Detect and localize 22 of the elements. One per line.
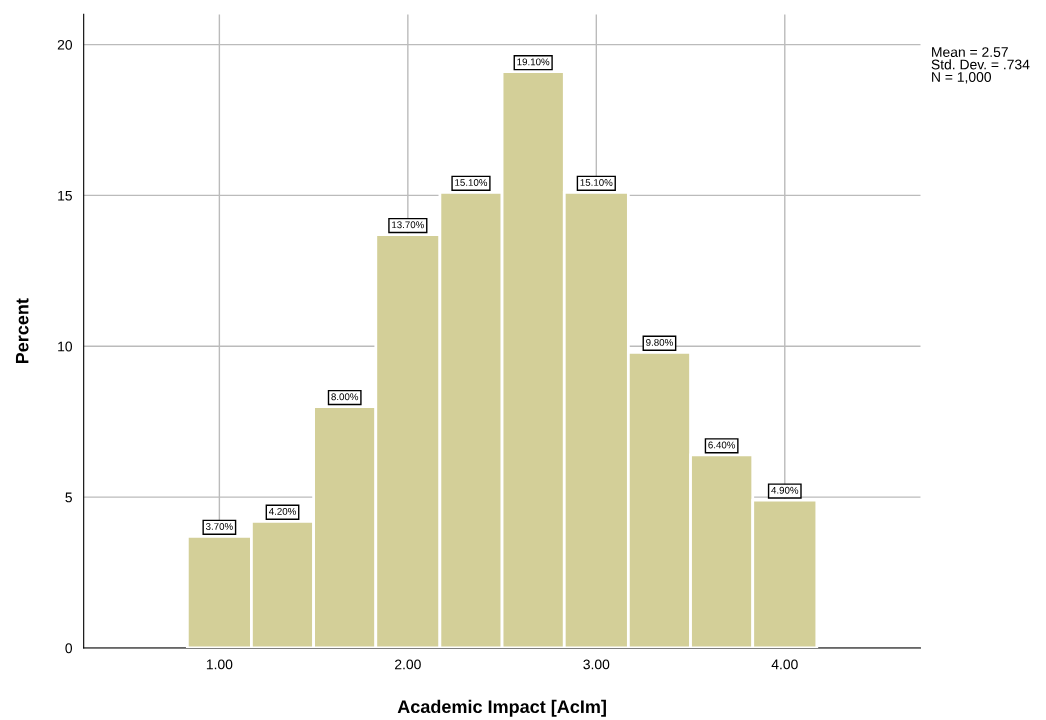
- text: Mean = 2.57 Std. Dev. = .734 N = 1,000: [931, 47, 1030, 84]
- x-tick-label: 1.00: [206, 659, 233, 670]
- x-tick-label: 4.00: [771, 659, 798, 670]
- x-axis-title: Academic Impact [AcIm]: [397, 699, 606, 717]
- y-tick-label: 15: [58, 190, 72, 201]
- y-tick-label: 0: [65, 643, 73, 654]
- x-tick-label: 3.00: [583, 659, 610, 670]
- x-tick-label: 2.00: [395, 659, 421, 670]
- data-label: 15.10%: [455, 179, 488, 186]
- data-label: 4.20%: [268, 507, 296, 515]
- data-label: 19.10%: [517, 58, 550, 66]
- data-label: 13.70%: [392, 221, 424, 229]
- y-tick-label: 20: [57, 39, 73, 50]
- data-label: 4.90%: [771, 486, 799, 494]
- data-label: 3.70%: [205, 523, 233, 530]
- data-label: 8.00%: [331, 393, 359, 401]
- data-label: 9.80%: [646, 338, 673, 346]
- y-axis-title: Percent: [15, 298, 29, 364]
- y-tick-label: 5: [65, 492, 72, 503]
- data-label: 15.10%: [580, 179, 613, 186]
- y-tick-label: 10: [58, 341, 73, 352]
- data-label: 6.40%: [708, 441, 736, 449]
